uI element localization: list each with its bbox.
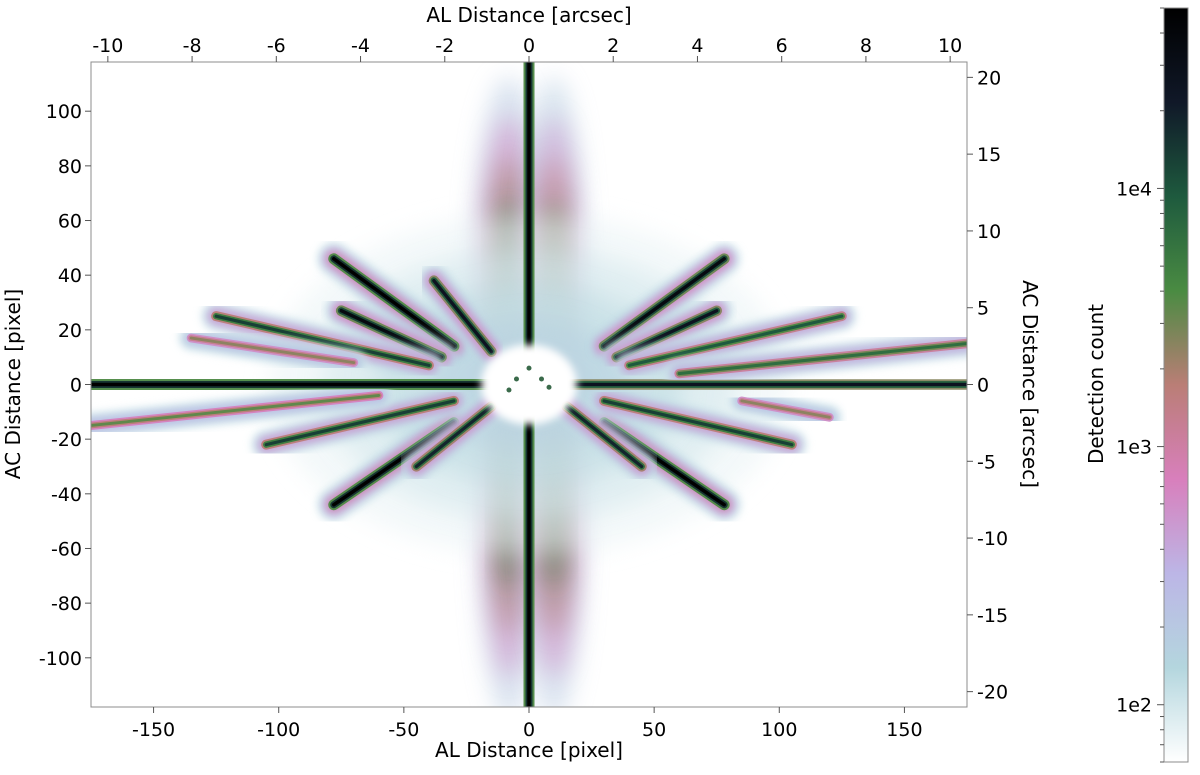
y-left-tick-label: 40 [58,265,82,287]
y-left-tick-label: 100 [46,101,82,123]
spike-layer [602,399,794,447]
x-axis-bottom-label: AL Distance [pixel] [435,738,623,762]
x-axis-top: -10 -8 -6 -4 -2 0 2 4 6 8 10 [92,35,962,62]
x-bottom-tick-label: -100 [257,719,300,741]
colorbar: 1e4 1e3 1e2 Detection count [1084,7,1189,763]
colorbar-tick-label: 1e4 [1116,178,1152,200]
spike [91,381,393,440]
y-left-tick-label: -100 [39,648,82,670]
colorbar-tick-label: 1e3 [1116,437,1152,459]
x-top-tick-label: 0 [523,35,535,57]
spike [400,390,508,483]
colorbar-fill [1164,8,1188,762]
spike [588,385,808,461]
x-top-tick-label: 2 [607,35,619,57]
y-right-tick-label: -10 [977,528,1008,550]
spike [200,300,445,381]
colorbar-frame [1163,7,1189,763]
spike-layer [432,278,494,354]
spike-layer [740,399,831,419]
x-axis-bottom: -150 -100 -50 0 50 100 150 [132,707,923,741]
x-bottom-tick-label: 150 [886,719,922,741]
y-left-tick-label: 60 [58,211,82,233]
y-axis-left: 100 80 60 40 20 0 -20 -40 -60 -80 -100 [39,101,91,670]
y-right-tick-label: 10 [977,221,1001,243]
y-left-tick-label: -60 [51,538,82,560]
spike [417,264,508,368]
x-top-tick-label: 4 [691,35,703,57]
core-dot [513,376,519,382]
spike-layer [264,399,456,447]
spike [250,385,470,461]
spike-layer [189,336,356,365]
y-right-tick-label: -15 [977,605,1008,627]
y-left-tick-label: -40 [51,484,82,506]
x-bottom-tick-label: -50 [388,719,419,741]
y-axis-right: 20 15 10 5 0 -5 -10 -15 -20 [967,67,1008,704]
spike [316,241,471,364]
x-bottom-tick-label: 50 [642,719,666,741]
x-top-tick-label: -10 [92,35,123,57]
core-dot [546,384,552,390]
spike [177,324,368,377]
plot-area [90,61,968,708]
colorbar-ticks: 1e4 1e3 1e2 [1116,7,1164,763]
spike [728,387,843,431]
y-left-tick-label: 0 [70,375,82,397]
y-right-tick-label: 20 [977,67,1001,89]
x-bottom-tick-label: 100 [761,719,797,741]
x-top-tick-label: -2 [435,35,454,57]
spike-layer [214,314,431,367]
y-right-tick-label: -20 [977,682,1008,704]
saturated-core [481,344,577,425]
core-dot [506,387,512,393]
x-top-tick-label: -4 [351,35,370,57]
colorbar-tick-label: 1e2 [1116,695,1152,717]
spike-layer [602,257,726,348]
x-top-tick-label: 6 [776,35,788,57]
spike-layer [414,404,494,469]
y-right-tick-label: 0 [977,375,989,397]
spike-layer [564,404,644,469]
spike-layer [91,393,381,427]
spike [614,301,857,381]
y-axis-left-label: AC Distance [pixel] [1,289,25,479]
x-top-tick-label: 8 [860,35,872,57]
colorbar-label: Detection count [1084,304,1108,464]
x-top-tick-label: 10 [938,35,962,57]
y-axis-right-label: AC Distance [arcsec] [1018,280,1042,488]
y-right-tick-label: 15 [977,144,1001,166]
spike [664,328,967,389]
y-right-tick-label: -5 [977,451,996,473]
x-axis-top-label: AL Distance [arcsec] [426,3,631,27]
spike-layer [627,314,844,367]
spike [550,390,658,483]
x-top-tick-label: -6 [267,35,286,57]
x-bottom-tick-label: -150 [132,719,175,741]
y-right-tick-label: 5 [977,298,989,320]
y-left-tick-label: 20 [58,320,82,342]
x-bottom-tick-label: 0 [523,719,535,741]
y-left-tick-label: -20 [51,429,82,451]
spike-layer [332,257,456,348]
spike [587,242,741,363]
heatmap-image [91,62,967,707]
y-left-tick-label: -80 [51,593,82,615]
x-top-tick-label: -8 [183,35,202,57]
core-dot [539,376,545,382]
spike-layer [677,341,967,376]
y-left-tick-label: 80 [58,156,82,178]
core-dot [526,365,532,371]
